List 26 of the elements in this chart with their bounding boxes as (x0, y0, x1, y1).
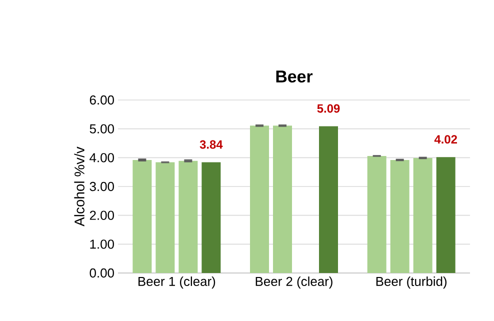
x-tick-label: Beer (turbid) (376, 276, 447, 289)
x-tick-label: Beer 2 (clear) (256, 276, 332, 289)
data-label: 4.02 (434, 135, 457, 144)
bar (413, 158, 432, 273)
bar (132, 160, 152, 273)
y-tick-label: 3.00 (90, 182, 114, 192)
bar (273, 126, 292, 273)
bar (156, 162, 175, 273)
data-label: 3.84 (200, 140, 223, 149)
y-tick-label: 2.00 (90, 210, 114, 220)
bar (367, 156, 386, 273)
bar (178, 160, 198, 273)
y-tick-label: 6.00 (90, 95, 114, 105)
bar (319, 126, 338, 273)
chart-title: Beer (276, 70, 313, 83)
bar (250, 126, 269, 273)
y-tick-label: 5.00 (90, 124, 114, 134)
y-tick-label: 1.00 (90, 240, 114, 249)
data-label: 5.09 (317, 104, 340, 113)
bar (202, 162, 221, 273)
y-tick-label: 4.00 (90, 153, 114, 162)
y-axis-title: Alcohol %v/v (74, 146, 84, 226)
x-tick-label: Beer 1 (clear) (138, 276, 216, 289)
bar (390, 160, 410, 273)
bar (436, 157, 456, 273)
y-tick-label: 0.00 (90, 268, 114, 278)
